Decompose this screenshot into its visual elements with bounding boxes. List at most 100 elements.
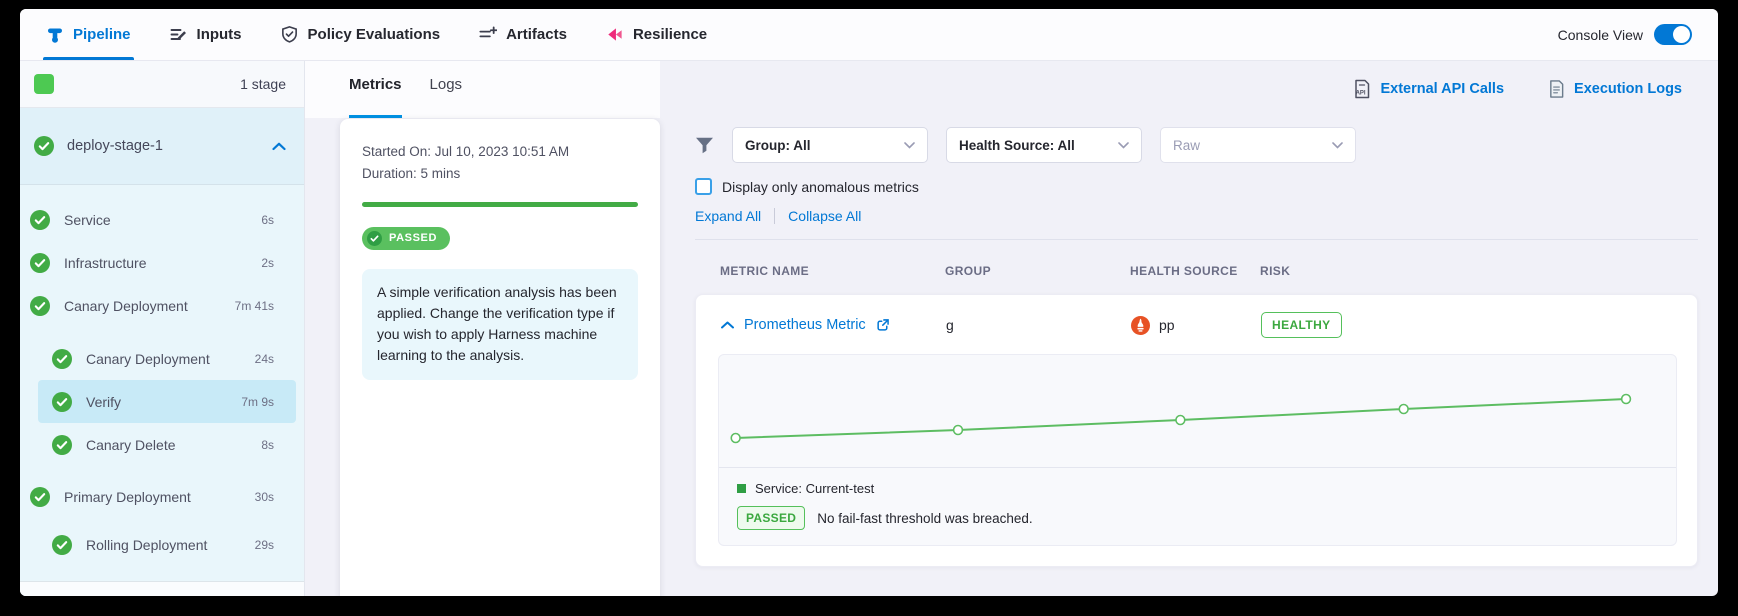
tab-inputs[interactable]: Inputs xyxy=(169,9,242,60)
app-window: Pipeline Inputs Policy Evaluations Artif… xyxy=(20,9,1718,596)
status-badge: PASSED xyxy=(362,226,451,250)
step-duration: 7m 9s xyxy=(241,394,274,409)
panel-links-row: API External API Calls Execution Logs xyxy=(695,61,1698,117)
filter-funnel-icon[interactable] xyxy=(695,137,714,154)
verdict-text: No fail-fast threshold was breached. xyxy=(817,510,1033,526)
tab-label: Artifacts xyxy=(506,26,567,43)
duration-text: Duration: 5 mins xyxy=(362,166,461,182)
details-tabs: Metrics Logs xyxy=(305,61,660,118)
dropdown-value: Raw xyxy=(1173,137,1201,153)
step-duration: 8s xyxy=(261,437,274,452)
divider xyxy=(719,467,1676,468)
filter-dropdown[interactable]: Raw xyxy=(1160,127,1356,163)
chevron-up-icon[interactable] xyxy=(272,142,286,151)
document-icon xyxy=(1550,80,1564,98)
external-link-icon[interactable] xyxy=(876,318,890,332)
stage-name: deploy-stage-1 xyxy=(67,138,163,154)
tab-policy-evaluations[interactable]: Policy Evaluations xyxy=(280,9,441,60)
metric-health-source-cell: pp xyxy=(1131,315,1261,335)
divider xyxy=(695,239,1698,240)
artifacts-icon xyxy=(479,26,498,38)
sidebar-step[interactable]: Service 6s xyxy=(20,198,304,241)
policy-evaluations-icon xyxy=(281,26,297,43)
tab-metrics[interactable]: Metrics xyxy=(349,76,402,118)
success-check-icon xyxy=(52,348,72,369)
sidebar-step[interactable]: Verify 7m 9s xyxy=(38,380,296,423)
sidebar-step[interactable]: Rolling Deployment 29s xyxy=(20,523,304,566)
sidebar-step[interactable]: Primary Deployment 30s xyxy=(20,475,304,518)
anomalous-checkbox[interactable] xyxy=(695,178,712,195)
stage-summary-header: 1 stage xyxy=(20,61,304,108)
legend-label: Service: Current-test xyxy=(755,481,875,496)
metric-group-cell: g xyxy=(946,317,954,333)
tab-pipeline[interactable]: Pipeline xyxy=(43,9,134,60)
tab-label: Pipeline xyxy=(73,26,131,43)
tab-label: Resilience xyxy=(632,26,708,43)
success-check-icon xyxy=(30,252,50,273)
success-check-icon xyxy=(30,295,50,316)
step-duration: 7m 41s xyxy=(234,298,274,313)
sidebar-stage-deploy-stage-1[interactable]: deploy-stage-1 xyxy=(20,108,304,185)
legend-swatch xyxy=(737,484,746,493)
tab-resilience[interactable]: Resilience xyxy=(605,9,707,60)
step-duration: 29s xyxy=(254,537,274,552)
step-label: Primary Deployment xyxy=(64,488,191,505)
sidebar-step[interactable]: Infrastructure 2s xyxy=(20,241,304,284)
metric-row: Prometheus Metric g xyxy=(718,312,1677,338)
sidebar-step[interactable]: Canary Deployment 7m 41s xyxy=(20,284,304,327)
tab-logs[interactable]: Logs xyxy=(429,76,463,93)
sidebar-step[interactable]: Canary Deployment 24s xyxy=(20,337,304,380)
main-area: 1 stage deploy-stage-1 Service xyxy=(20,61,1718,596)
expand-all-link[interactable]: Expand All xyxy=(695,208,762,224)
success-check-icon xyxy=(52,391,72,412)
anomalous-checkbox-label: Display only anomalous metrics xyxy=(722,178,919,195)
filter-dropdown[interactable]: Health Source: All xyxy=(946,127,1142,163)
dropdown-value: Health Source: All xyxy=(959,137,1075,153)
metrics-table-header: METRIC NAME GROUP HEALTH SOURCE RISK xyxy=(695,240,1698,294)
chart-legend: Service: Current-test xyxy=(719,468,1676,496)
api-document-icon: API xyxy=(1355,79,1370,99)
console-view-control: Console View xyxy=(1558,24,1692,45)
anomalous-filter-row: Display only anomalous metrics xyxy=(695,178,1698,195)
metric-name-cell[interactable]: Prometheus Metric xyxy=(721,317,946,333)
metrics-panel: API External API Calls Execution Logs xyxy=(660,61,1718,596)
filter-row: Group: All Health Source: All Raw xyxy=(695,127,1698,163)
step-label: Canary Deployment xyxy=(86,350,210,367)
column-header: RISK xyxy=(1260,264,1291,278)
vertical-separator xyxy=(774,208,776,224)
column-header: HEALTH SOURCE xyxy=(1130,264,1238,278)
external-api-calls-link[interactable]: API External API Calls xyxy=(1353,79,1504,99)
success-check-icon xyxy=(30,486,50,507)
success-check-icon xyxy=(52,534,72,555)
step-duration: 30s xyxy=(254,489,274,504)
step-duration: 6s xyxy=(261,212,274,227)
verification-description: A simple verification analysis has been … xyxy=(362,268,638,380)
metric-name-link[interactable]: Prometheus Metric xyxy=(744,317,866,333)
step-label: Verify xyxy=(86,393,122,410)
risk-badge: HEALTHY xyxy=(1261,312,1342,338)
check-circle-icon xyxy=(367,230,382,246)
step-duration: 2s xyxy=(261,255,274,270)
tab-label: Inputs xyxy=(196,26,242,43)
sidebar-step[interactable]: Canary Delete 8s xyxy=(20,423,304,466)
tab-artifacts[interactable]: Artifacts xyxy=(478,9,567,60)
tab-label: Policy Evaluations xyxy=(307,26,441,43)
filter-dropdown[interactable]: Group: All xyxy=(732,127,928,163)
status-badge-label: PASSED xyxy=(389,232,438,245)
console-view-toggle[interactable] xyxy=(1654,24,1692,45)
verdict-badge: PASSED xyxy=(737,506,806,530)
expand-collapse-row: Expand All Collapse All xyxy=(695,208,1698,224)
step-list: Service 6s Infrastructure 2s Canary Depl… xyxy=(20,185,304,581)
chevron-up-icon[interactable] xyxy=(721,321,734,329)
dropdown-value: Group: All xyxy=(745,137,811,153)
execution-logs-link[interactable]: Execution Logs xyxy=(1548,79,1682,99)
collapse-all-link[interactable]: Collapse All xyxy=(788,208,862,224)
top-navbar: Pipeline Inputs Policy Evaluations Artif… xyxy=(20,9,1718,61)
stage-status-square xyxy=(34,74,54,94)
step-label: Canary Delete xyxy=(86,436,176,453)
step-duration: 24s xyxy=(254,351,274,366)
console-view-label: Console View xyxy=(1557,26,1643,43)
prometheus-icon xyxy=(1131,315,1150,335)
chevron-down-icon xyxy=(1118,141,1129,149)
stage-count: 1 stage xyxy=(240,76,286,92)
